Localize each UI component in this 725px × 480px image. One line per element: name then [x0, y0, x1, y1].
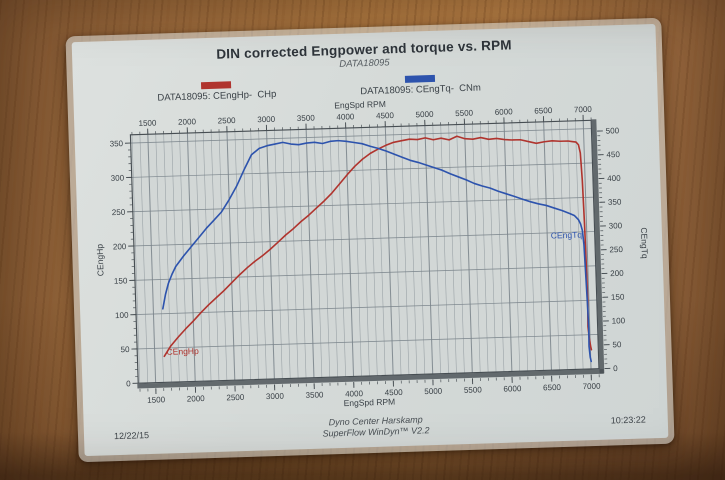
svg-text:4500: 4500	[385, 388, 404, 398]
svg-text:200: 200	[610, 269, 624, 278]
plastic-sleeve: DIN corrected Engpower and torque vs. RP…	[65, 17, 675, 463]
svg-text:EngSpd RPM: EngSpd RPM	[343, 397, 395, 409]
svg-text:6500: 6500	[534, 106, 553, 116]
svg-text:0: 0	[613, 364, 618, 373]
svg-text:3000: 3000	[266, 392, 285, 402]
dyno-chart-svg: 1500150020002000250025003000300035003500…	[95, 99, 650, 409]
svg-text:3500: 3500	[297, 113, 316, 123]
svg-text:500: 500	[606, 126, 620, 135]
svg-text:6500: 6500	[543, 383, 562, 393]
svg-text:350: 350	[110, 139, 124, 148]
svg-text:5500: 5500	[464, 385, 483, 395]
svg-text:150: 150	[114, 276, 128, 285]
svg-text:100: 100	[612, 316, 626, 325]
svg-text:100: 100	[115, 311, 129, 320]
svg-text:5000: 5000	[415, 110, 434, 120]
svg-text:0: 0	[126, 379, 131, 388]
svg-text:7000: 7000	[574, 105, 593, 115]
svg-text:4000: 4000	[336, 112, 355, 122]
svg-text:CEngTq: CEngTq	[551, 230, 583, 241]
svg-text:3500: 3500	[305, 390, 324, 400]
svg-text:350: 350	[608, 197, 622, 206]
svg-text:150: 150	[611, 292, 625, 301]
svg-text:CEngTq: CEngTq	[639, 227, 650, 259]
svg-text:450: 450	[606, 150, 620, 159]
svg-text:2000: 2000	[178, 117, 197, 127]
svg-text:1500: 1500	[147, 395, 166, 405]
svg-text:300: 300	[609, 221, 623, 230]
svg-text:200: 200	[113, 242, 127, 251]
power-legend-swatch	[201, 81, 232, 90]
svg-text:250: 250	[112, 208, 126, 217]
svg-text:CEngHp: CEngHp	[166, 346, 199, 357]
svg-text:400: 400	[607, 174, 621, 183]
dyno-printout-paper: DIN corrected Engpower and torque vs. RP…	[71, 23, 669, 457]
svg-text:6000: 6000	[503, 384, 522, 394]
svg-text:4500: 4500	[376, 111, 395, 121]
svg-text:7000: 7000	[582, 382, 601, 392]
svg-text:50: 50	[120, 345, 130, 354]
svg-text:5500: 5500	[455, 109, 474, 119]
svg-text:2500: 2500	[218, 116, 237, 126]
svg-text:5000: 5000	[424, 387, 443, 397]
svg-text:250: 250	[609, 245, 623, 254]
svg-text:3000: 3000	[257, 115, 276, 125]
svg-text:1500: 1500	[138, 118, 157, 128]
svg-text:2500: 2500	[226, 393, 245, 403]
svg-text:EngSpd RPM: EngSpd RPM	[334, 99, 386, 111]
svg-text:2000: 2000	[187, 394, 206, 404]
svg-text:6000: 6000	[495, 107, 514, 117]
svg-text:CEngHp: CEngHp	[95, 244, 106, 277]
print-date: 12/22/15	[113, 430, 150, 442]
print-time: 10:23:22	[610, 414, 646, 426]
svg-text:50: 50	[612, 340, 622, 349]
svg-text:4000: 4000	[345, 389, 364, 399]
svg-text:300: 300	[111, 173, 125, 182]
dyno-chart: 1500 1500 2000 2000 2500 2500 3000 3000 3500 3500…	[88, 88, 654, 423]
torque-legend-swatch	[405, 74, 436, 83]
